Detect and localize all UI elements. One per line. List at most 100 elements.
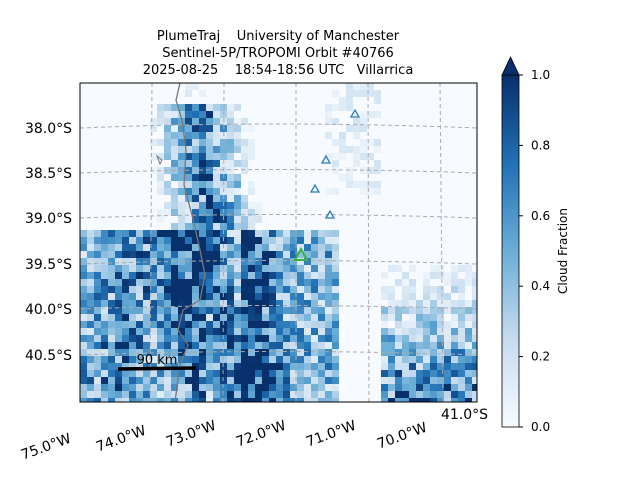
cloud-cell bbox=[472, 363, 477, 370]
cloud-cell bbox=[171, 398, 178, 402]
cloud-cell bbox=[402, 342, 409, 349]
cloud-cell bbox=[185, 398, 192, 402]
cloud-cell bbox=[248, 272, 255, 279]
cloud-cell bbox=[255, 391, 262, 398]
cloud-cell bbox=[388, 335, 395, 342]
cloud-cell bbox=[164, 342, 171, 349]
cloud-cell bbox=[206, 377, 213, 384]
cloud-cell bbox=[213, 272, 220, 279]
cloud-cell bbox=[213, 279, 220, 286]
cloud-cell bbox=[451, 307, 458, 314]
cloud-cell bbox=[360, 139, 367, 146]
cloud-cell bbox=[157, 377, 164, 384]
graticule bbox=[80, 83, 477, 402]
cloud-cell bbox=[185, 195, 192, 202]
cloud-cell bbox=[136, 363, 143, 370]
cloud-cell bbox=[255, 202, 262, 209]
cloud-cell bbox=[451, 356, 458, 363]
cloud-cell bbox=[164, 370, 171, 377]
cloud-cell bbox=[185, 293, 192, 300]
cloud-cell bbox=[332, 153, 339, 160]
cloud-cell bbox=[465, 300, 472, 307]
cloud-cell bbox=[451, 272, 458, 279]
cloud-cell bbox=[430, 377, 437, 384]
cloud-cell bbox=[227, 209, 234, 216]
cloud-cell bbox=[178, 174, 185, 181]
cloud-cell bbox=[199, 314, 206, 321]
cloud-cell bbox=[171, 139, 178, 146]
cloud-cell bbox=[276, 279, 283, 286]
cloud-cell bbox=[199, 188, 206, 195]
cloud-cell bbox=[269, 307, 276, 314]
cloud-cell bbox=[262, 335, 269, 342]
cloud-cell bbox=[241, 384, 248, 391]
cloud-cell bbox=[213, 300, 220, 307]
cloud-cell bbox=[241, 209, 248, 216]
cloud-cell bbox=[164, 391, 171, 398]
cloud-cell bbox=[108, 370, 115, 377]
cloud-cell bbox=[346, 97, 353, 104]
cloud-cell bbox=[269, 328, 276, 335]
cloud-cell bbox=[199, 244, 206, 251]
cloud-cell bbox=[150, 377, 157, 384]
cloud-cell bbox=[199, 370, 206, 377]
cloud-cell bbox=[178, 244, 185, 251]
cloud-cell bbox=[458, 335, 465, 342]
cloud-cell bbox=[150, 118, 157, 125]
cloud-cell bbox=[283, 244, 290, 251]
cloud-cell bbox=[157, 384, 164, 391]
cloud-cell bbox=[325, 342, 332, 349]
cloud-cell bbox=[311, 335, 318, 342]
cloud-cell bbox=[430, 321, 437, 328]
cloud-cell bbox=[395, 356, 402, 363]
cloud-cell bbox=[290, 244, 297, 251]
cloud-cell bbox=[171, 146, 178, 153]
cloud-cell bbox=[213, 104, 220, 111]
cloud-cell bbox=[283, 251, 290, 258]
cloud-cell bbox=[255, 216, 262, 223]
cloud-cell bbox=[157, 328, 164, 335]
cloud-cell bbox=[255, 300, 262, 307]
cloud-cell bbox=[283, 349, 290, 356]
cloud-cell bbox=[227, 223, 234, 230]
cloud-cell bbox=[192, 321, 199, 328]
cloud-cell bbox=[311, 356, 318, 363]
cloud-cell bbox=[311, 307, 318, 314]
cloud-cell bbox=[255, 349, 262, 356]
cloud-cell bbox=[430, 398, 437, 402]
cloud-cell bbox=[122, 237, 129, 244]
cloud-cell bbox=[444, 335, 451, 342]
cloud-cell bbox=[304, 230, 311, 237]
cloud-cell bbox=[199, 237, 206, 244]
cloud-cell bbox=[164, 153, 171, 160]
cloud-cell bbox=[451, 300, 458, 307]
cloud-cell bbox=[94, 356, 101, 363]
cloud-cell bbox=[388, 328, 395, 335]
cloud-cell bbox=[178, 398, 185, 402]
cloud-cell bbox=[255, 258, 262, 265]
cloud-cell bbox=[437, 314, 444, 321]
cloud-cell bbox=[318, 237, 325, 244]
cloud-cell bbox=[136, 377, 143, 384]
cloud-cell bbox=[129, 391, 136, 398]
cloud-cell bbox=[199, 195, 206, 202]
lon-label: 71.0°W bbox=[304, 418, 358, 451]
cloud-cell bbox=[234, 146, 241, 153]
cloud-cell bbox=[437, 307, 444, 314]
cloud-cell bbox=[437, 356, 444, 363]
cloud-cell bbox=[465, 391, 472, 398]
cloud-cell bbox=[409, 307, 416, 314]
cloud-cell bbox=[241, 216, 248, 223]
cloud-cell bbox=[416, 398, 423, 402]
cloud-cell bbox=[94, 314, 101, 321]
cloud-cell bbox=[115, 356, 122, 363]
cloud-cell bbox=[185, 188, 192, 195]
cloud-cell bbox=[255, 398, 262, 402]
cloud-cell bbox=[178, 286, 185, 293]
cloud-cell bbox=[80, 286, 87, 293]
cloud-cell bbox=[381, 272, 388, 279]
cloud-cell bbox=[101, 279, 108, 286]
cloud-cell bbox=[465, 370, 472, 377]
cloud-cell bbox=[80, 265, 87, 272]
